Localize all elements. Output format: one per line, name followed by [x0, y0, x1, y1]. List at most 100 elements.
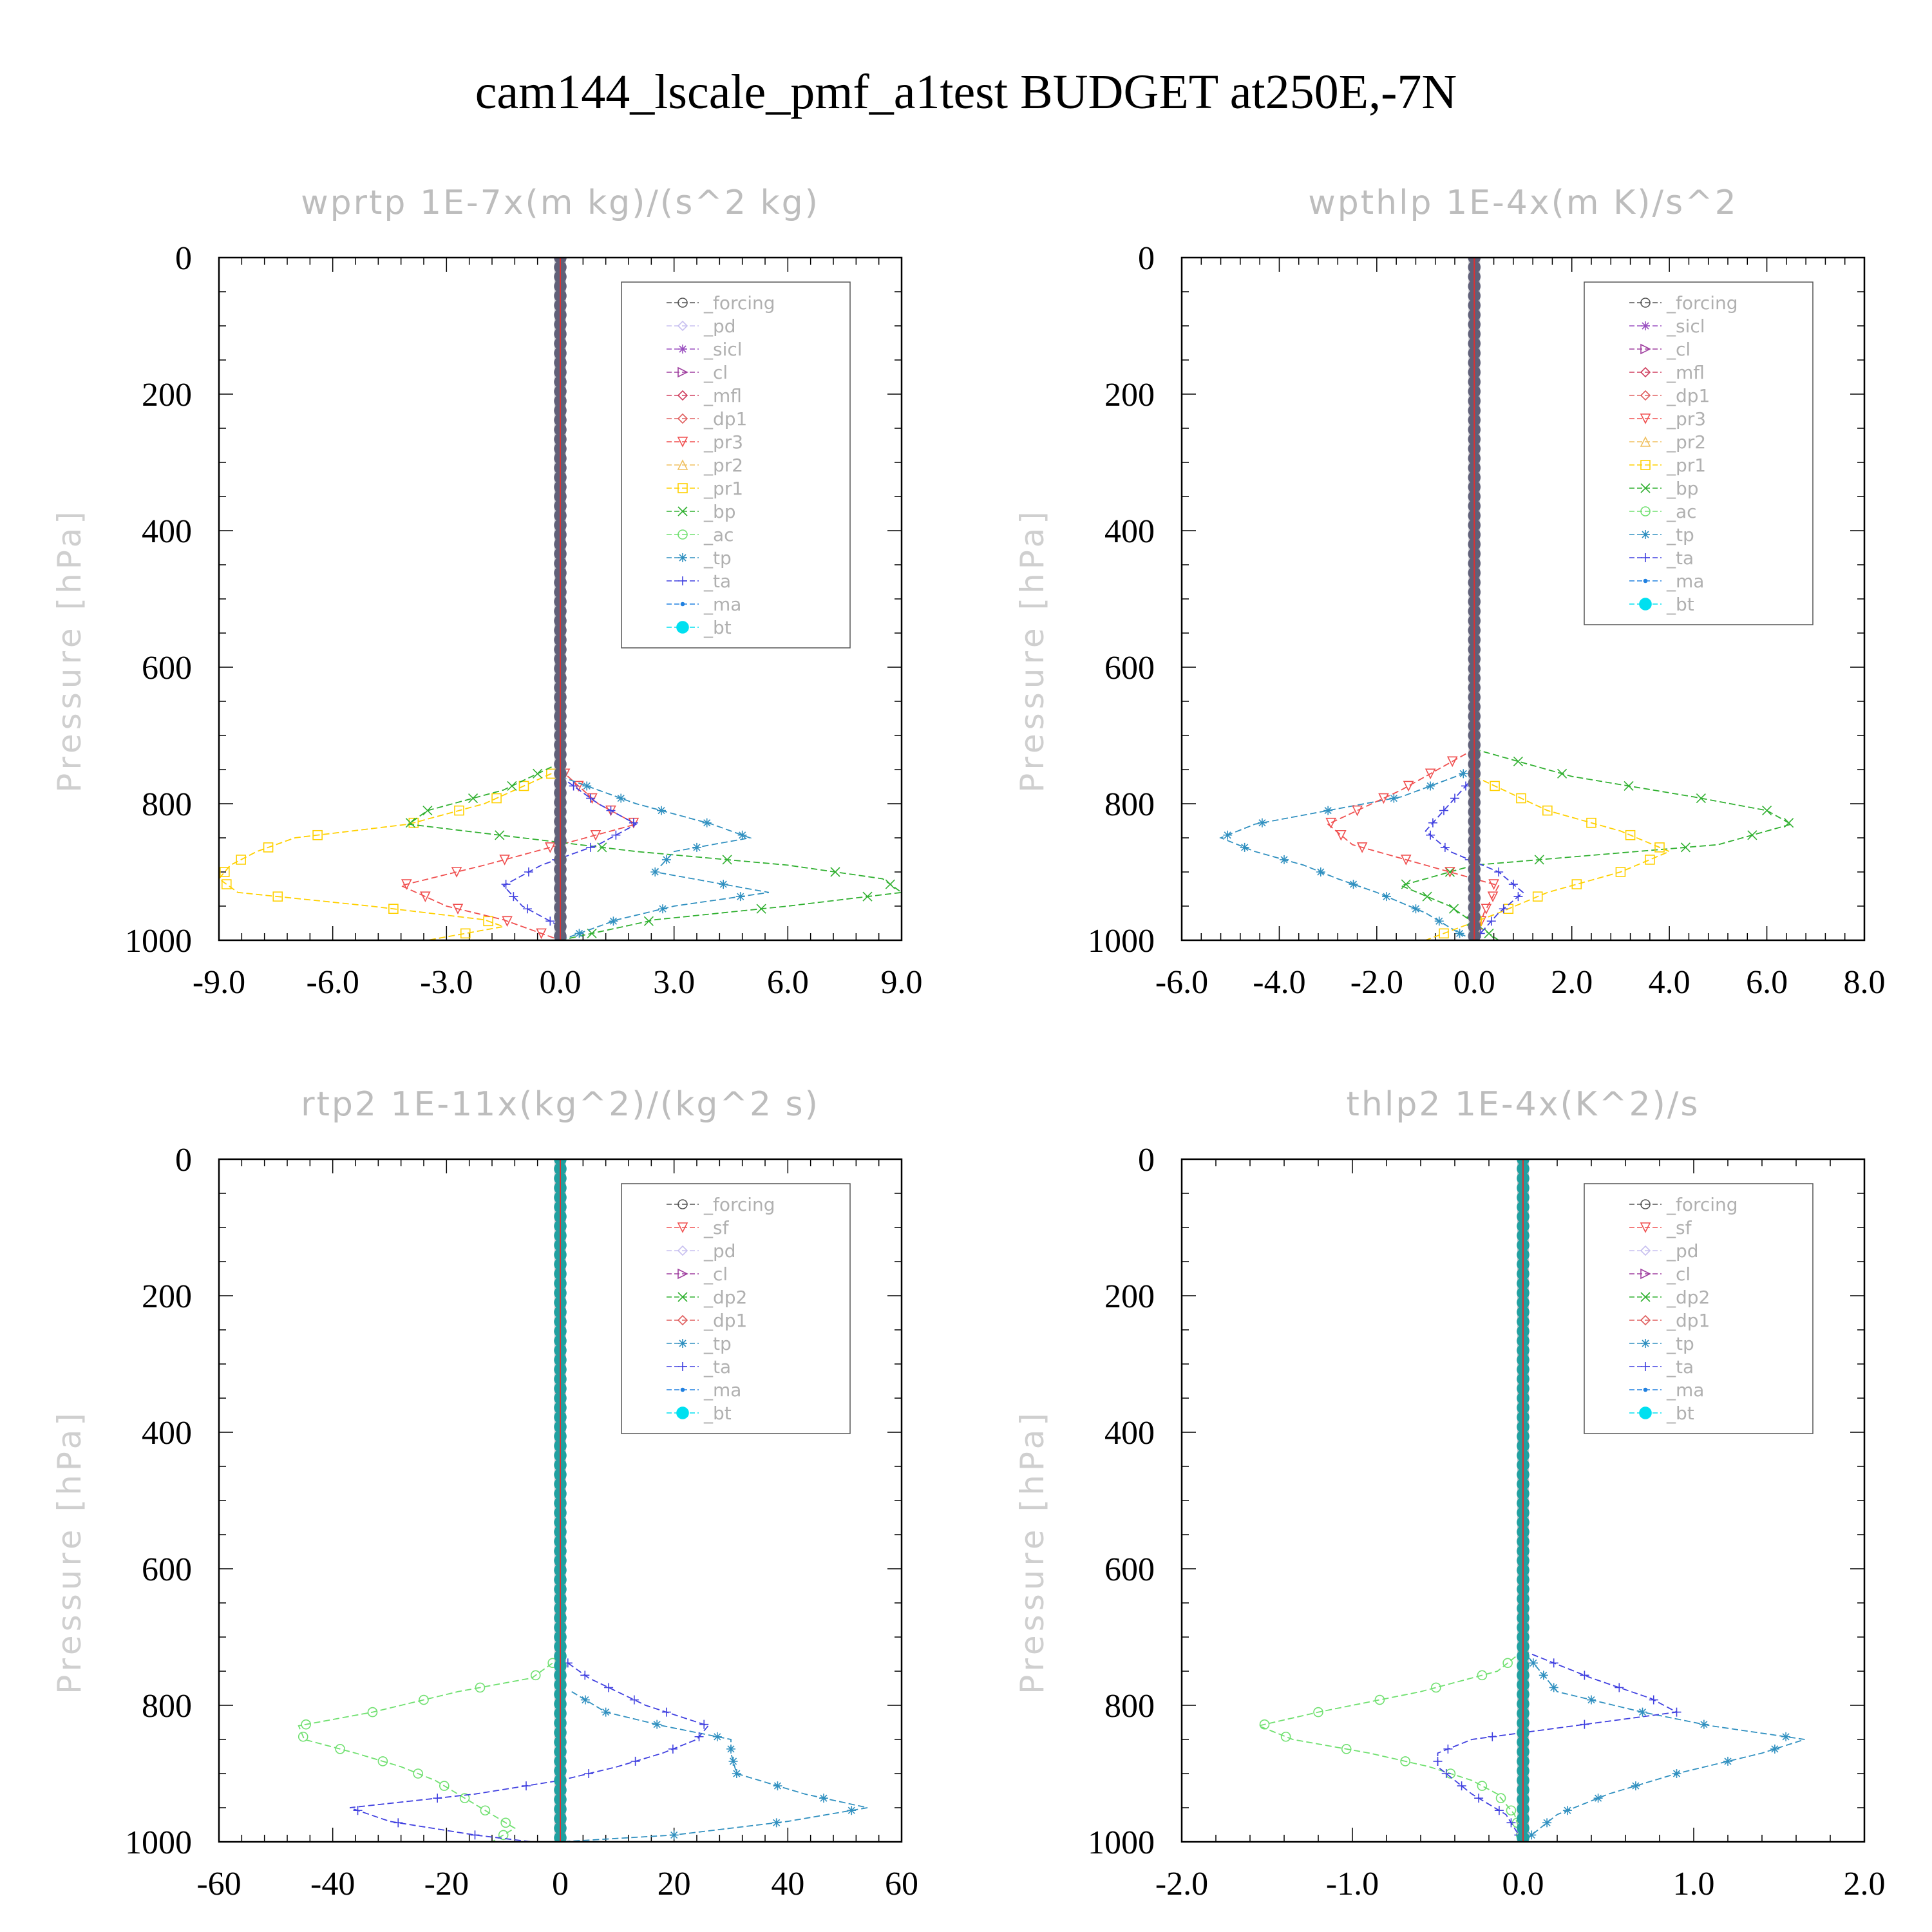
- data-point: [1444, 867, 1455, 877]
- data-point: [735, 892, 745, 902]
- data-point: [468, 793, 478, 804]
- legend-label: _dp1: [1666, 1310, 1710, 1331]
- data-point: [1672, 1769, 1681, 1778]
- legend-marker: [677, 1292, 688, 1302]
- legend: _forcing_sicl_cl_mfl_dp1_pr3_pr2_pr1_bp_…: [1584, 281, 1814, 625]
- data-point: [459, 1793, 470, 1803]
- data-point: [1784, 818, 1794, 828]
- data-point: [1615, 1683, 1624, 1692]
- legend-label: _pd: [703, 316, 736, 337]
- plot-area: [1256, 1159, 1805, 1842]
- data-point: [1723, 1756, 1732, 1766]
- data-point: [1431, 1682, 1441, 1693]
- legend-label: _bt: [703, 617, 732, 638]
- data-point: [393, 1818, 403, 1828]
- legend-marker: [677, 1314, 688, 1326]
- series-line: [349, 1657, 710, 1842]
- figure-title: cam144_lscale_pmf_a1test BUDGET at250E,-…: [475, 65, 1457, 119]
- data-point: [405, 818, 415, 828]
- data-point: [1403, 781, 1414, 792]
- data-point: [650, 867, 660, 876]
- data-point: [499, 855, 510, 866]
- data-point: [460, 928, 471, 939]
- legend-label: _sicl: [703, 339, 743, 360]
- plot-frame: [218, 256, 903, 942]
- legend-marker: [1640, 1245, 1651, 1256]
- x-tick-label: 0.0: [1454, 964, 1495, 1001]
- data-point: [1539, 1671, 1548, 1680]
- data-point: [719, 880, 728, 889]
- data-point: [1401, 879, 1411, 889]
- plot-area: [219, 258, 902, 940]
- data-point: [1426, 781, 1435, 791]
- data-point: [1499, 904, 1508, 914]
- legend-marker: [1640, 298, 1651, 308]
- legend-label: _dp1: [1666, 385, 1710, 406]
- data-point: [1313, 1707, 1323, 1718]
- y-tick-label: 0: [175, 240, 192, 277]
- data-point: [1426, 830, 1435, 840]
- series-line: [1399, 748, 1793, 940]
- legend-marker: [1639, 1406, 1652, 1419]
- x-tick-label: -6.0: [1155, 964, 1208, 1001]
- series-line: [406, 762, 902, 940]
- data-point: [1325, 817, 1336, 829]
- legend-marker: [677, 437, 688, 448]
- legend-marker: [1643, 578, 1648, 583]
- data-point: [524, 867, 533, 876]
- y-tick-label: 600: [1104, 650, 1155, 687]
- data-point: [422, 806, 433, 816]
- legend: _forcing_sf_pd_cl_dp2_dp1_tp_ta_ma_bt: [621, 1183, 851, 1434]
- legend-label: _tp: [703, 1333, 732, 1354]
- data-point: [1770, 1744, 1779, 1754]
- legend-label: _forcing: [1666, 292, 1738, 314]
- data-point: [220, 867, 230, 877]
- data-point: [1341, 1744, 1352, 1754]
- data-point: [1534, 855, 1544, 865]
- data-point: [1580, 1671, 1589, 1680]
- x-tick-label: 40: [771, 1866, 804, 1902]
- data-point: [1446, 756, 1458, 768]
- legend-marker: [1641, 530, 1650, 539]
- legend-marker: [677, 320, 688, 332]
- legend-marker: [1640, 366, 1651, 378]
- data-point: [1411, 904, 1421, 914]
- legend-marker: [1640, 506, 1651, 516]
- data-point: [586, 793, 596, 803]
- data-point: [1455, 929, 1464, 938]
- legend-box: [621, 1183, 851, 1434]
- data-point: [862, 891, 873, 902]
- data-point: [1486, 916, 1496, 926]
- data-point: [1638, 1707, 1647, 1717]
- data-point: [501, 880, 511, 889]
- legend-label: _pr1: [1666, 455, 1706, 476]
- data-point: [1443, 1744, 1453, 1754]
- data-point: [1624, 781, 1634, 791]
- data-point: [652, 1719, 662, 1729]
- legend-label: _cl: [1666, 1264, 1690, 1285]
- data-point: [518, 781, 529, 791]
- data-point: [509, 892, 518, 902]
- legend-marker: [678, 345, 687, 354]
- legend-label: _ma: [703, 1379, 741, 1401]
- data-point: [1440, 842, 1450, 852]
- data-point: [1615, 867, 1626, 877]
- data-point: [1336, 829, 1347, 841]
- y-tick-label: 0: [175, 1142, 192, 1179]
- y-tick-label: 1000: [1088, 1824, 1155, 1861]
- y-axis-label: Pressure [hPa]: [51, 1409, 88, 1694]
- data-point: [773, 1781, 782, 1791]
- data-point: [480, 1805, 491, 1816]
- legend-label: _bt: [1666, 1403, 1694, 1424]
- y-axis-label: Pressure [hPa]: [1014, 1409, 1051, 1694]
- data-point: [1625, 829, 1636, 840]
- data-point: [1557, 768, 1567, 779]
- data-point: [1488, 879, 1499, 890]
- legend-label: _forcing: [703, 1194, 775, 1215]
- plot-frame: [1180, 1158, 1866, 1843]
- data-point: [611, 830, 621, 840]
- x-tick-label: 0.0: [1502, 1866, 1544, 1902]
- data-point: [1488, 1732, 1497, 1741]
- data-point: [452, 904, 464, 915]
- legend-marker: [1641, 553, 1650, 562]
